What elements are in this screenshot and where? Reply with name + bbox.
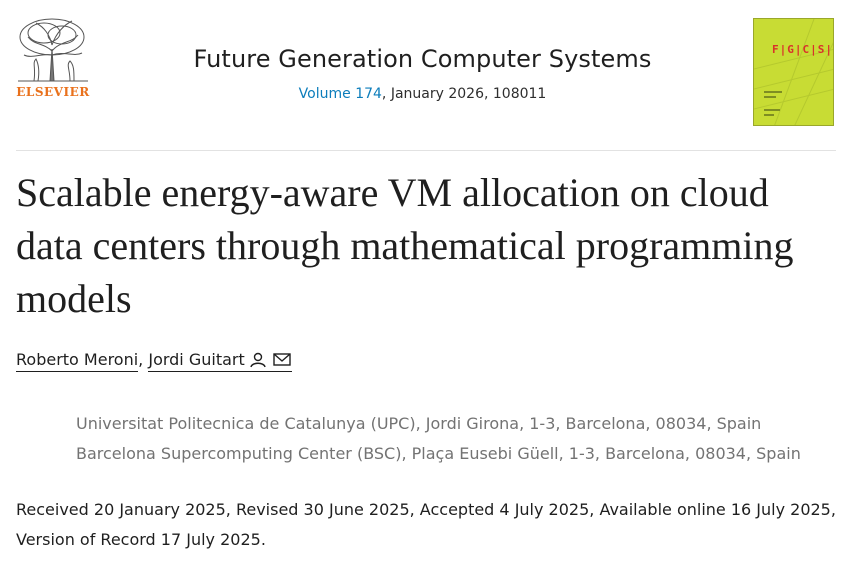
author-name: Jordi Guitart [148, 350, 245, 369]
elsevier-wordmark: ELSEVIER [16, 85, 90, 99]
header-divider [16, 150, 836, 151]
person-icon [250, 352, 266, 368]
cover-text-line [764, 114, 774, 116]
cover-pattern [754, 19, 833, 125]
author-link[interactable]: Roberto Meroni [16, 350, 139, 372]
journal-meta: Volume 174, January 2026, 108011 [150, 86, 695, 102]
author-icons [249, 352, 292, 372]
article-header: ELSEVIER Future Generation Computer Syst… [0, 0, 854, 150]
author-separator: , [138, 350, 149, 369]
cover-text-line [764, 96, 776, 98]
publication-dates: Received 20 January 2025, Revised 30 Jun… [16, 500, 836, 549]
journal-info: Future Generation Computer Systems Volum… [150, 45, 695, 102]
article-title: Scalable energy-aware VM allocation on c… [16, 170, 794, 321]
elsevier-logo[interactable]: ELSEVIER [14, 15, 92, 105]
affiliation-item: Barcelona Supercomputing Center (BSC), P… [76, 444, 801, 463]
envelope-icon [273, 353, 291, 366]
issue-info: , January 2026, 108011 [381, 86, 547, 102]
cover-brand: F|G|C|S| [772, 43, 833, 56]
affiliation-list: Universitat Politecnica de Catalunya (UP… [76, 409, 801, 469]
author-list: Roberto Meroni, Jordi Guitart [16, 350, 292, 372]
volume-link[interactable]: Volume 174 [298, 86, 382, 102]
affiliation-item: Universitat Politecnica de Catalunya (UP… [76, 414, 762, 433]
cover-text-line [764, 109, 780, 111]
author-link-corresponding[interactable]: Jordi Guitart [148, 350, 292, 372]
journal-cover-image[interactable]: F|G|C|S| [753, 18, 834, 126]
tree-icon [18, 18, 88, 82]
journal-title-link[interactable]: Future Generation Computer Systems [193, 45, 652, 73]
cover-text-line [764, 91, 782, 93]
